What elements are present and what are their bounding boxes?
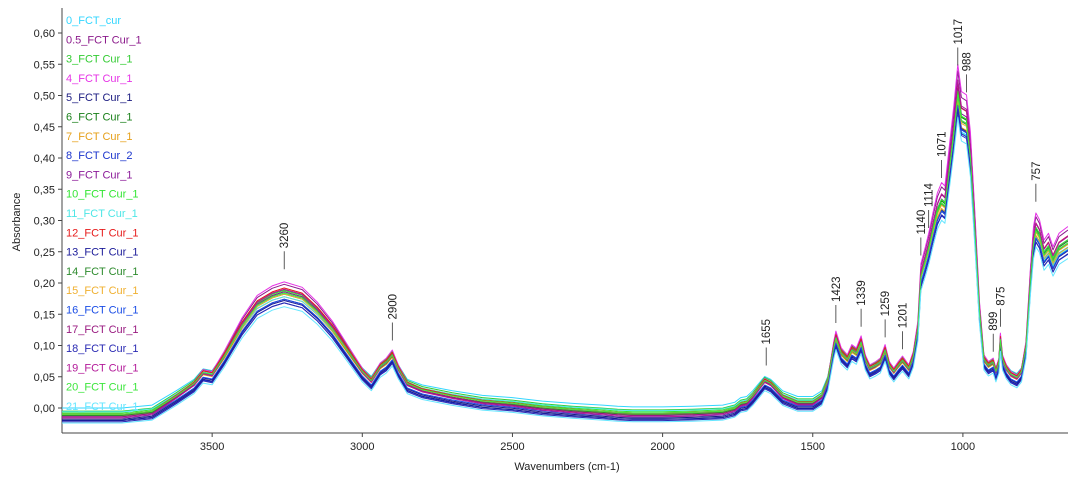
- peak-label: 1423: [831, 276, 843, 302]
- legend-entry: 13_FCT Cur_1: [66, 247, 139, 259]
- x-tick-label: 3000: [350, 441, 374, 453]
- peak-annotations: 3260 2900 1655 1423 1339 1259 1201 1140 1114 1071…: [279, 19, 1043, 366]
- spectrum-series: [62, 64, 1068, 424]
- x-tick-label: 1000: [951, 441, 975, 453]
- legend-entry: 5_FCT Cur_1: [66, 92, 132, 104]
- legend-entry: 6_FCT Cur_1: [66, 112, 132, 124]
- legend-entry: 8_FCT Cur_2: [66, 150, 132, 162]
- x-tick-label: 1500: [801, 441, 825, 453]
- y-tick-label: 0,60: [34, 28, 55, 40]
- peak-label: 1017: [953, 19, 965, 45]
- x-tick-label: 3500: [200, 441, 224, 453]
- series-line-19: [62, 95, 1068, 415]
- peak-label: 1071: [937, 131, 949, 157]
- peak-label: 2900: [387, 294, 399, 320]
- legend-entry: 16_FCT Cur_1: [66, 305, 139, 317]
- legend-entry: 15_FCT Cur_1: [66, 285, 139, 297]
- peak-label: 757: [1031, 162, 1043, 181]
- legend-entry: 19_FCT Cur_1: [66, 362, 139, 374]
- y-tick-label: 0,05: [34, 372, 55, 384]
- legend-entry: 9_FCT Cur_1: [66, 169, 132, 181]
- peak-label: 875: [995, 287, 1007, 306]
- series-line-20: [62, 117, 1068, 424]
- legend-entry: 17_FCT Cur_1: [66, 324, 139, 336]
- legend-entry: 14_FCT Cur_1: [66, 266, 139, 278]
- x-axis-title: Wavenumbers (cm-1): [514, 461, 619, 473]
- y-axis-ticks: 0,00 0,05 0,10 0,15 0,20 0,25 0,30 0,35 0,40 0,45…: [34, 28, 62, 415]
- y-tick-label: 0,25: [34, 247, 55, 259]
- peak-label: 1655: [761, 319, 773, 345]
- peak-label: 3260: [279, 223, 291, 249]
- legend: 0_FCT_cur 0.5_FCT Cur_1 3_FCT Cur_1 4_FCT C…: [66, 15, 142, 413]
- legend-entry: 12_FCT Cur_1: [66, 227, 139, 239]
- x-tick-label: 2500: [500, 441, 524, 453]
- legend-entry: 4_FCT Cur_1: [66, 73, 132, 85]
- legend-entry: 3_FCT Cur_1: [66, 54, 132, 66]
- legend-entry: 0.5_FCT Cur_1: [66, 34, 142, 46]
- peak-label: 1339: [856, 280, 868, 306]
- legend-entry: 11_FCT Cur_1: [66, 208, 138, 220]
- legend-entry: 10_FCT Cur_1: [66, 189, 139, 201]
- y-tick-label: 0,40: [34, 153, 55, 165]
- y-tick-label: 0,20: [34, 278, 55, 290]
- y-axis-title: Absorbance: [11, 193, 23, 252]
- peak-label: 1140: [916, 210, 928, 235]
- x-tick-label: 2000: [650, 441, 674, 453]
- legend-entry: 0_FCT_cur: [66, 15, 121, 27]
- legend-entry: 7_FCT Cur_1: [66, 131, 132, 143]
- y-tick-label: 0,55: [34, 59, 55, 71]
- legend-entry: 20_FCT Cur_1: [66, 382, 139, 394]
- legend-entry: 21_FCT Cur_1: [66, 401, 139, 413]
- peak-label: 899: [988, 312, 1000, 331]
- y-tick-label: 0,35: [34, 184, 55, 196]
- y-tick-label: 0,15: [34, 309, 55, 321]
- y-tick-label: 0,30: [34, 216, 55, 228]
- peak-label: 988: [961, 52, 973, 71]
- y-tick-label: 0,45: [34, 122, 55, 134]
- y-tick-label: 0,50: [34, 91, 55, 103]
- y-tick-label: 0,00: [34, 403, 55, 415]
- peak-label: 1259: [880, 291, 892, 317]
- y-tick-label: 0,10: [34, 341, 55, 353]
- legend-entry: 18_FCT Cur_1: [66, 343, 139, 355]
- x-axis-ticks: 3500 3000 2500 2000 1500 1000: [200, 433, 975, 453]
- peak-label: 1201: [898, 303, 910, 329]
- peak-label: 1114: [924, 183, 936, 207]
